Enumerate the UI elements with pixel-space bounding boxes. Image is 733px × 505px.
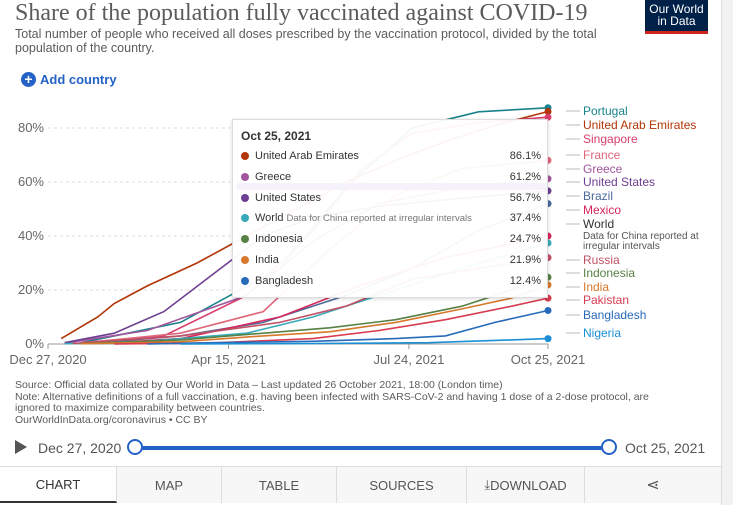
series-end-marker bbox=[544, 307, 552, 315]
share-icon: ⋖ bbox=[646, 477, 660, 494]
tooltip-dot bbox=[241, 172, 249, 181]
tooltip-value: 61.2% bbox=[509, 170, 541, 183]
timeline-end-handle[interactable] bbox=[601, 439, 617, 455]
plus-icon: + bbox=[21, 72, 36, 87]
tooltip-dot bbox=[241, 152, 249, 160]
tooltip-value: 56.7% bbox=[509, 191, 541, 204]
tooltip-value: 86.1% bbox=[509, 150, 541, 162]
legend-label[interactable]: Russia bbox=[583, 253, 620, 267]
tooltip-row: World Data for China reported at irregula… bbox=[241, 210, 541, 226]
tooltip-row: Indonesia 24.7% bbox=[241, 231, 541, 247]
note-line: Note: Alternative definitions of a full … bbox=[15, 390, 649, 414]
tooltip-country: India bbox=[255, 254, 279, 266]
tab-map[interactable]: MAP bbox=[117, 467, 222, 503]
legend-label[interactable]: Pakistan bbox=[583, 293, 629, 307]
tooltip-date: Oct 25, 2021 bbox=[241, 129, 312, 143]
logo-line-1: Our World bbox=[649, 2, 704, 16]
timeline: Dec 27, 2020 Oct 25, 2021 bbox=[0, 437, 722, 459]
tooltip-row: United States 56.7% bbox=[241, 190, 541, 206]
x-tick-label: Apr 15, 2021 bbox=[191, 352, 265, 367]
timeline-start-label: Dec 27, 2020 bbox=[38, 440, 122, 456]
series-line-india bbox=[81, 284, 549, 345]
logo-line-2: in Data bbox=[657, 14, 696, 28]
y-tick-label: 80% bbox=[18, 120, 44, 135]
legend-label[interactable]: World bbox=[583, 217, 614, 231]
play-icon[interactable] bbox=[15, 440, 27, 454]
series-end-marker bbox=[544, 335, 552, 343]
tab-label: SOURCES bbox=[369, 477, 434, 493]
y-tick-label: 60% bbox=[18, 174, 44, 189]
tooltip-value: 37.4% bbox=[509, 212, 541, 225]
y-tick-label: 0% bbox=[25, 336, 44, 351]
tooltip-dot bbox=[241, 256, 249, 264]
tab-table[interactable]: TABLE bbox=[222, 467, 337, 503]
tooltip-dot bbox=[241, 235, 249, 244]
series-line-bangladesh bbox=[147, 309, 549, 345]
tooltip-row: India 21.9% bbox=[241, 252, 541, 268]
tab-label: DOWNLOAD bbox=[490, 477, 567, 493]
download-icon: ⤓ bbox=[484, 477, 491, 492]
x-tick-label: Dec 27, 2020 bbox=[9, 352, 86, 367]
legend-label[interactable]: Nigeria bbox=[583, 326, 621, 340]
tooltip-row: United Arab Emirates 86.1% bbox=[241, 148, 541, 164]
legend-label[interactable]: United Arab Emirates bbox=[583, 118, 696, 132]
add-country-label: Add country bbox=[40, 72, 117, 87]
tooltip-value: 21.9% bbox=[509, 254, 541, 266]
legend-label[interactable]: irregular intervals bbox=[583, 241, 660, 252]
tab-sources[interactable]: SOURCES bbox=[337, 467, 467, 503]
tooltip-country: World bbox=[255, 212, 284, 225]
source-line: Source: Official data collated by Our Wo… bbox=[15, 379, 503, 391]
tab-share[interactable]: ⋖ bbox=[585, 467, 722, 503]
legend-label[interactable]: Portugal bbox=[583, 104, 628, 118]
tooltip-note: Data for China reported at irregular int… bbox=[286, 212, 472, 224]
source-notes: Source: Official data collated by Our Wo… bbox=[15, 379, 675, 426]
timeline-start-handle[interactable] bbox=[127, 439, 143, 455]
tooltip-value: 24.7% bbox=[509, 233, 541, 246]
legend-label[interactable]: India bbox=[583, 280, 609, 294]
tooltip-dot bbox=[241, 193, 249, 202]
owid-logo[interactable]: Our World in Data bbox=[645, 0, 708, 34]
tooltip-dot bbox=[241, 276, 249, 285]
chart-subtitle: Total number of people who received all … bbox=[15, 27, 597, 55]
legend-label[interactable]: Indonesia bbox=[583, 266, 635, 280]
tooltip-row: Bangladesh 12.4% bbox=[241, 273, 541, 289]
legend-label[interactable]: Brazil bbox=[583, 189, 613, 203]
legend-label[interactable]: Greece bbox=[583, 162, 623, 176]
tooltip: Oct 25, 2021 United Arab Emirates 86.1% Gr… bbox=[232, 119, 548, 298]
source-link[interactable]: OurWorldInData.org/coronavirus • CC BY bbox=[15, 413, 208, 426]
legend-label[interactable]: Singapore bbox=[583, 132, 638, 146]
tab-label: MAP bbox=[154, 477, 184, 493]
tooltip-country: United Arab Emirates bbox=[255, 150, 359, 162]
logo-bar bbox=[645, 31, 708, 34]
tooltip-value: 12.4% bbox=[509, 274, 541, 287]
series-end-marker bbox=[544, 108, 552, 116]
tab-label: CHART bbox=[35, 476, 81, 492]
tab-bar: CHART MAP TABLE SOURCES ⤓ DOWNLOAD ⋖ bbox=[0, 466, 722, 503]
legend-label[interactable]: Mexico bbox=[583, 203, 621, 217]
tooltip-country: Bangladesh bbox=[255, 274, 314, 287]
series-line-nigeria bbox=[180, 337, 549, 345]
tab-label: TABLE bbox=[258, 477, 300, 493]
timeline-end-label: Oct 25, 2021 bbox=[625, 440, 706, 456]
tab-chart[interactable]: CHART bbox=[0, 467, 117, 503]
legend-label[interactable]: France bbox=[583, 148, 621, 162]
tooltip-country: United States bbox=[255, 191, 322, 204]
tab-download[interactable]: ⤓ DOWNLOAD bbox=[467, 467, 585, 503]
tooltip-country: Greece bbox=[255, 170, 292, 183]
tooltip-row: Greece 61.2% bbox=[241, 169, 541, 185]
legend-label[interactable]: Bangladesh bbox=[583, 308, 646, 322]
timeline-track[interactable] bbox=[134, 446, 610, 450]
chart-title: Share of the population fully vaccinated… bbox=[15, 0, 588, 26]
x-tick-label: Oct 25, 2021 bbox=[511, 352, 585, 367]
series-end-marker bbox=[544, 113, 552, 121]
tooltip-dot bbox=[241, 214, 249, 223]
x-tick-label: Jul 24, 2021 bbox=[374, 352, 445, 367]
y-tick-label: 40% bbox=[18, 228, 44, 243]
y-tick-label: 20% bbox=[18, 282, 44, 297]
add-country-button[interactable]: + Add country bbox=[21, 72, 117, 87]
tooltip-country: Indonesia bbox=[255, 233, 303, 246]
legend-label[interactable]: United States bbox=[583, 175, 655, 189]
legend-label[interactable]: Data for China reported at bbox=[583, 231, 699, 242]
